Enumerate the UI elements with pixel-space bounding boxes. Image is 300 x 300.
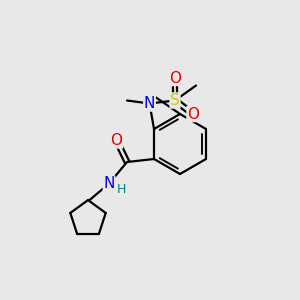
Text: O: O: [169, 70, 181, 86]
Text: N: N: [103, 176, 115, 191]
Text: O: O: [187, 106, 199, 122]
Text: O: O: [110, 133, 122, 148]
Text: S: S: [170, 93, 180, 108]
Text: H: H: [117, 183, 126, 196]
Text: N: N: [144, 96, 155, 111]
